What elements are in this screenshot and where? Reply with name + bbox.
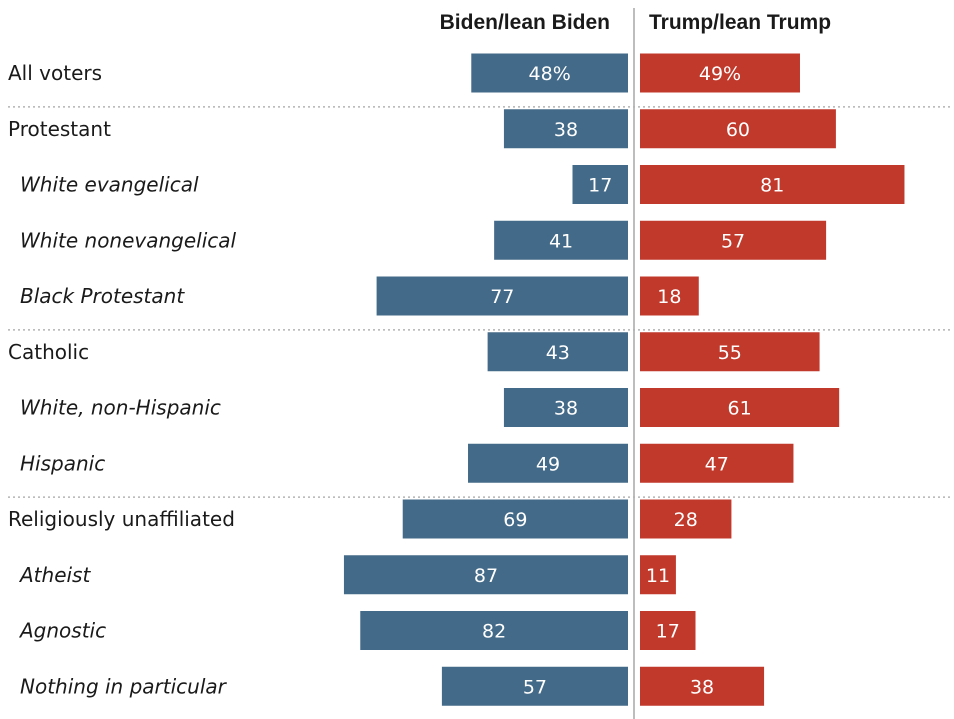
legend-trump: Trump/lean Trump xyxy=(649,11,831,34)
bar-trump xyxy=(640,499,732,539)
legend-biden: Biden/lean Biden xyxy=(440,11,610,34)
value-label-trump: 55 xyxy=(718,342,742,364)
bar-trump xyxy=(640,276,699,316)
value-label-trump: 38 xyxy=(690,676,714,698)
value-label-biden: 17 xyxy=(588,175,612,197)
bar-biden xyxy=(343,555,628,595)
bar-biden xyxy=(468,443,628,483)
bar-trump xyxy=(640,220,827,260)
value-label-trump: 47 xyxy=(705,453,729,475)
row-label: Nothing in particular xyxy=(20,674,228,698)
row-label: Religiously unaffiliated xyxy=(8,507,235,531)
row-label: Catholic xyxy=(8,340,89,364)
row-label: Agnostic xyxy=(18,619,106,643)
value-label-biden: 77 xyxy=(490,286,514,308)
bar-trump xyxy=(640,109,836,149)
bar-biden xyxy=(441,666,628,706)
value-label-trump: 57 xyxy=(721,230,745,252)
value-label-biden: 82 xyxy=(482,621,506,643)
value-label-biden: 57 xyxy=(523,676,547,698)
bar-biden xyxy=(503,109,628,149)
row-label: Protestant xyxy=(8,117,111,141)
value-label-biden: 48% xyxy=(529,63,571,85)
value-label-biden: 87 xyxy=(474,565,498,587)
value-label-biden: 38 xyxy=(554,398,578,420)
bar-trump xyxy=(640,332,820,372)
bar-trump xyxy=(640,388,840,427)
row-label: White nonevangelical xyxy=(20,228,237,252)
bar-biden xyxy=(360,611,628,650)
value-label-trump: 61 xyxy=(727,398,751,420)
value-label-trump: 28 xyxy=(674,509,698,531)
value-label-trump: 18 xyxy=(657,286,681,308)
value-label-trump: 17 xyxy=(656,621,680,643)
bar-trump xyxy=(640,611,696,650)
row-label: White, non-Hispanic xyxy=(20,396,221,420)
bar-biden xyxy=(376,276,628,316)
row-label: All voters xyxy=(8,61,102,85)
row-label: Black Protestant xyxy=(20,284,185,308)
bar-trump xyxy=(640,666,765,706)
value-label-trump: 49% xyxy=(699,63,741,85)
value-label-trump: 60 xyxy=(726,119,750,141)
value-label-trump: 11 xyxy=(646,565,670,587)
bar-biden xyxy=(572,165,628,204)
bar-trump xyxy=(640,53,800,93)
value-label-biden: 69 xyxy=(503,509,527,531)
bar-biden xyxy=(494,220,628,260)
value-label-biden: 41 xyxy=(549,230,573,252)
value-label-biden: 43 xyxy=(546,342,570,364)
value-label-biden: 38 xyxy=(554,119,578,141)
bar-trump xyxy=(640,443,794,483)
bar-trump xyxy=(640,165,905,204)
chart-rows: All voters 48% 49% Protestant 38 60 White evan… xyxy=(8,53,950,706)
row-label: Hispanic xyxy=(20,451,105,475)
bar-biden xyxy=(487,332,628,372)
row-label: Atheist xyxy=(18,563,91,587)
bar-trump xyxy=(640,555,676,595)
value-label-trump: 81 xyxy=(760,175,784,197)
value-label-biden: 49 xyxy=(536,453,560,475)
row-label: White evangelical xyxy=(20,173,199,197)
bar-biden xyxy=(402,499,628,539)
bar-biden xyxy=(471,53,628,93)
bar-biden xyxy=(503,388,628,427)
